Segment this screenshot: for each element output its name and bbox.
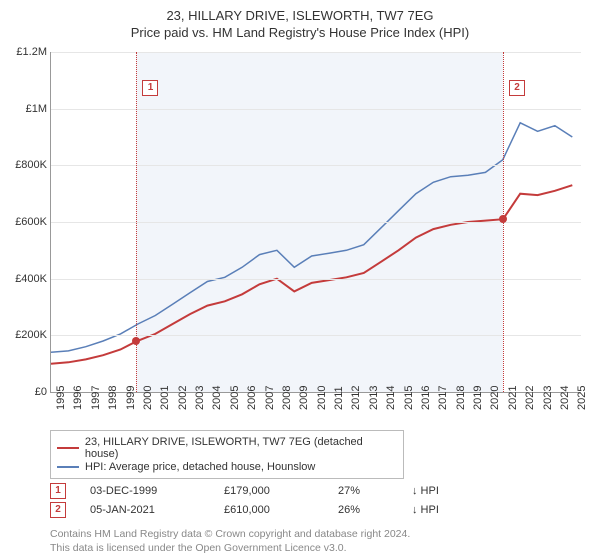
y-tick-label: £800K: [7, 159, 47, 171]
transaction-dot: [499, 215, 507, 223]
x-tick-label: 2017: [437, 386, 449, 410]
x-tick-label: 2022: [524, 386, 536, 410]
legend-label: 23, HILLARY DRIVE, ISLEWORTH, TW7 7EG (d…: [85, 436, 397, 460]
transaction-date: 03-DEC-1999: [90, 485, 200, 497]
y-tick-label: £600K: [7, 216, 47, 228]
x-tick-label: 2009: [298, 386, 310, 410]
x-tick-label: 2019: [472, 386, 484, 410]
footnote: Contains HM Land Registry data © Crown c…: [50, 528, 410, 555]
legend-label: HPI: Average price, detached house, Houn…: [85, 461, 315, 473]
y-tick-label: £400K: [7, 273, 47, 285]
x-tick-label: 1995: [55, 386, 67, 410]
x-tick-label: 2005: [229, 386, 241, 410]
series-line: [51, 185, 572, 364]
x-tick-label: 2007: [264, 386, 276, 410]
y-tick-label: £1.2M: [7, 46, 47, 58]
transaction-marker: 1: [142, 80, 158, 96]
transaction-price: £610,000: [224, 504, 314, 516]
x-tick-label: 2016: [420, 386, 432, 410]
transaction-number: 2: [50, 502, 66, 518]
x-tick-label: 2011: [333, 386, 345, 410]
page-subtitle: Price paid vs. HM Land Registry's House …: [0, 25, 600, 40]
x-tick-label: 2014: [385, 386, 397, 410]
transaction-date: 05-JAN-2021: [90, 504, 200, 516]
x-tick-label: 2010: [316, 386, 328, 410]
transaction-delta: ↓ HPI: [412, 485, 439, 497]
transaction-pct: 26%: [338, 504, 388, 516]
series-line: [51, 123, 572, 352]
y-tick-label: £200K: [7, 329, 47, 341]
x-tick-label: 2001: [159, 386, 171, 410]
x-tick-label: 2018: [455, 386, 467, 410]
transaction-row: 2 05-JAN-2021 £610,000 26% ↓ HPI: [50, 502, 439, 518]
transaction-table: 1 03-DEC-1999 £179,000 27% ↓ HPI 2 05-JAN-2021…: [50, 480, 439, 521]
x-tick-label: 2008: [281, 386, 293, 410]
x-tick-label: 2023: [542, 386, 554, 410]
transaction-dot: [132, 337, 140, 345]
transaction-marker: 2: [509, 80, 525, 96]
x-tick-label: 2006: [246, 386, 258, 410]
x-tick-label: 2003: [194, 386, 206, 410]
legend-swatch: [57, 447, 79, 449]
x-tick-label: 2015: [403, 386, 415, 410]
transaction-delta: ↓ HPI: [412, 504, 439, 516]
x-tick-label: 1996: [72, 386, 84, 410]
transaction-pct: 27%: [338, 485, 388, 497]
footnote-line2: This data is licensed under the Open Gov…: [50, 542, 410, 556]
legend-item: 23, HILLARY DRIVE, ISLEWORTH, TW7 7EG (d…: [57, 436, 397, 460]
page-title: 23, HILLARY DRIVE, ISLEWORTH, TW7 7EG: [0, 8, 600, 23]
x-tick-label: 2000: [142, 386, 154, 410]
x-tick-label: 2004: [211, 386, 223, 410]
x-tick-label: 2012: [350, 386, 362, 410]
footnote-line1: Contains HM Land Registry data © Crown c…: [50, 528, 410, 542]
y-tick-label: £1M: [7, 103, 47, 115]
x-tick-label: 2024: [559, 386, 571, 410]
x-tick-label: 1999: [125, 386, 137, 410]
x-tick-label: 1997: [90, 386, 102, 410]
x-tick-label: 2002: [177, 386, 189, 410]
transaction-price: £179,000: [224, 485, 314, 497]
legend: 23, HILLARY DRIVE, ISLEWORTH, TW7 7EG (d…: [50, 430, 404, 479]
x-tick-label: 2013: [368, 386, 380, 410]
transaction-row: 1 03-DEC-1999 £179,000 27% ↓ HPI: [50, 483, 439, 499]
x-tick-label: 1998: [107, 386, 119, 410]
chart-plot-area: £0£200K£400K£600K£800K£1M£1.2M1995199619…: [50, 52, 581, 393]
legend-item: HPI: Average price, detached house, Houn…: [57, 461, 397, 473]
transaction-number: 1: [50, 483, 66, 499]
y-tick-label: £0: [7, 386, 47, 398]
x-tick-label: 2020: [489, 386, 501, 410]
legend-swatch: [57, 466, 79, 468]
x-tick-label: 2021: [507, 386, 519, 410]
x-tick-label: 2025: [576, 386, 588, 410]
